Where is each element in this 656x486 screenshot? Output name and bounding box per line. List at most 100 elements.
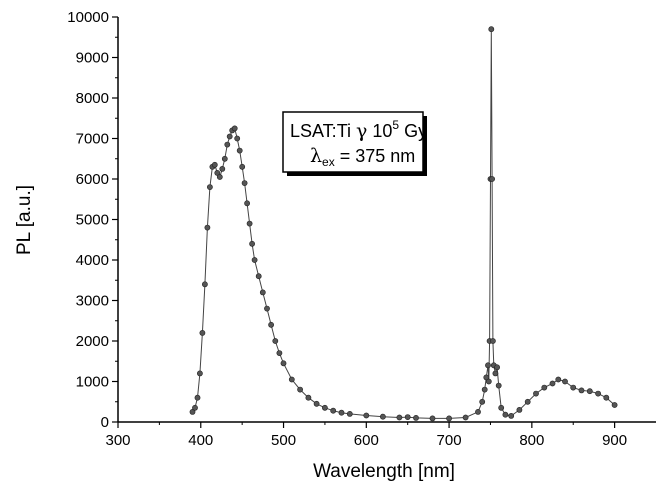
data-point	[272, 338, 279, 344]
data-point	[508, 412, 515, 419]
x-tick-label: 300	[105, 432, 130, 449]
data-point	[219, 165, 226, 172]
data-point	[524, 398, 531, 405]
data-point	[221, 155, 228, 162]
data-point	[603, 394, 610, 401]
y-tick-label: 6000	[76, 171, 109, 188]
data-point	[199, 329, 206, 336]
data-point	[485, 362, 491, 369]
y-tick-label: 7000	[76, 131, 109, 148]
x-tick-label: 900	[602, 432, 627, 449]
data-point	[489, 176, 495, 182]
data-point	[246, 220, 253, 227]
annotation-frame	[282, 111, 424, 173]
data-point	[239, 163, 246, 170]
y-tick-label: 0	[101, 414, 109, 431]
x-tick-label: 600	[354, 432, 379, 449]
data-point	[495, 382, 502, 389]
annotation-gamma: γ	[356, 120, 367, 142]
data-point	[488, 26, 495, 33]
data-point	[234, 135, 241, 142]
y-tick-label: 4000	[76, 252, 109, 269]
data-point	[194, 394, 201, 401]
data-point	[485, 378, 492, 385]
y-tick-label: 5000	[76, 212, 109, 229]
data-point	[259, 289, 266, 296]
annotation-dose: 10	[367, 121, 392, 141]
data-point	[249, 240, 255, 247]
data-point	[255, 273, 262, 280]
pl-series-line	[192, 29, 615, 419]
data-point	[481, 386, 488, 393]
y-tick-label: 2000	[76, 333, 109, 350]
data-point	[489, 338, 496, 344]
data-point	[231, 125, 238, 132]
y-tick-label: 8000	[76, 90, 109, 107]
data-point	[196, 370, 203, 377]
data-point	[251, 257, 258, 263]
data-point	[280, 360, 287, 367]
y-tick-label: 9000	[76, 50, 109, 67]
data-point	[297, 386, 303, 393]
x-tick-label: 500	[271, 432, 296, 449]
data-point	[502, 411, 509, 418]
annotation-box: LSAT:Ti γ 105 Gy λex = 375 nm	[282, 111, 427, 176]
data-point	[570, 384, 577, 391]
data-point	[211, 161, 218, 168]
data-point	[288, 376, 295, 383]
data-point	[214, 169, 221, 176]
annotation-wavelength: = 375 nm	[335, 146, 416, 166]
data-point	[313, 400, 320, 407]
data-point	[189, 408, 196, 415]
data-point	[204, 224, 211, 231]
data-point	[206, 184, 213, 190]
data-point	[483, 374, 490, 381]
data-point	[555, 376, 562, 383]
data-point	[338, 409, 345, 416]
data-point	[475, 408, 481, 415]
data-point	[413, 414, 419, 421]
data-point	[346, 410, 353, 417]
data-point	[264, 305, 270, 312]
data-point	[363, 412, 370, 419]
data-point	[276, 350, 283, 356]
data-point	[446, 415, 452, 422]
annotation-subscript: ex	[322, 155, 335, 169]
data-point	[586, 388, 593, 395]
data-point	[498, 404, 505, 411]
data-point	[533, 390, 539, 397]
data-point	[241, 180, 248, 186]
data-point	[244, 200, 250, 207]
data-point	[516, 406, 523, 413]
data-point	[479, 398, 486, 405]
data-point	[494, 364, 500, 371]
x-axis-title: Wavelength [nm]	[313, 461, 455, 482]
x-tick-label: 700	[437, 432, 462, 449]
data-point	[595, 390, 601, 397]
data-point	[224, 141, 231, 148]
x-tick-label: 400	[188, 432, 213, 449]
data-point	[216, 174, 223, 180]
data-point	[268, 321, 274, 328]
annotation-line-2: λex = 375 nm	[310, 145, 415, 169]
annotation-lambda: λ	[310, 145, 322, 167]
annotation-unit: Gy	[399, 121, 427, 141]
data-point	[305, 394, 312, 401]
annotation-material: LSAT:Ti	[290, 121, 356, 141]
axes-layer: 0 1000 2000 3000 4000 5000 6000 7000 8000 9000 100…	[67, 9, 656, 449]
y-tick-label: 1000	[76, 374, 109, 391]
annotation-line-1: LSAT:Ti γ 105 Gy	[290, 118, 427, 142]
data-point	[462, 414, 469, 421]
data-point	[201, 281, 208, 288]
data-point	[236, 147, 243, 154]
data-point	[429, 415, 436, 422]
data-point	[541, 384, 548, 391]
data-point	[321, 404, 328, 411]
y-tick-label: 10000	[67, 9, 109, 26]
data-point	[562, 378, 568, 385]
data-point	[578, 387, 585, 394]
y-axis-title: PL [a.u.]	[14, 185, 35, 255]
data-point	[549, 380, 556, 387]
